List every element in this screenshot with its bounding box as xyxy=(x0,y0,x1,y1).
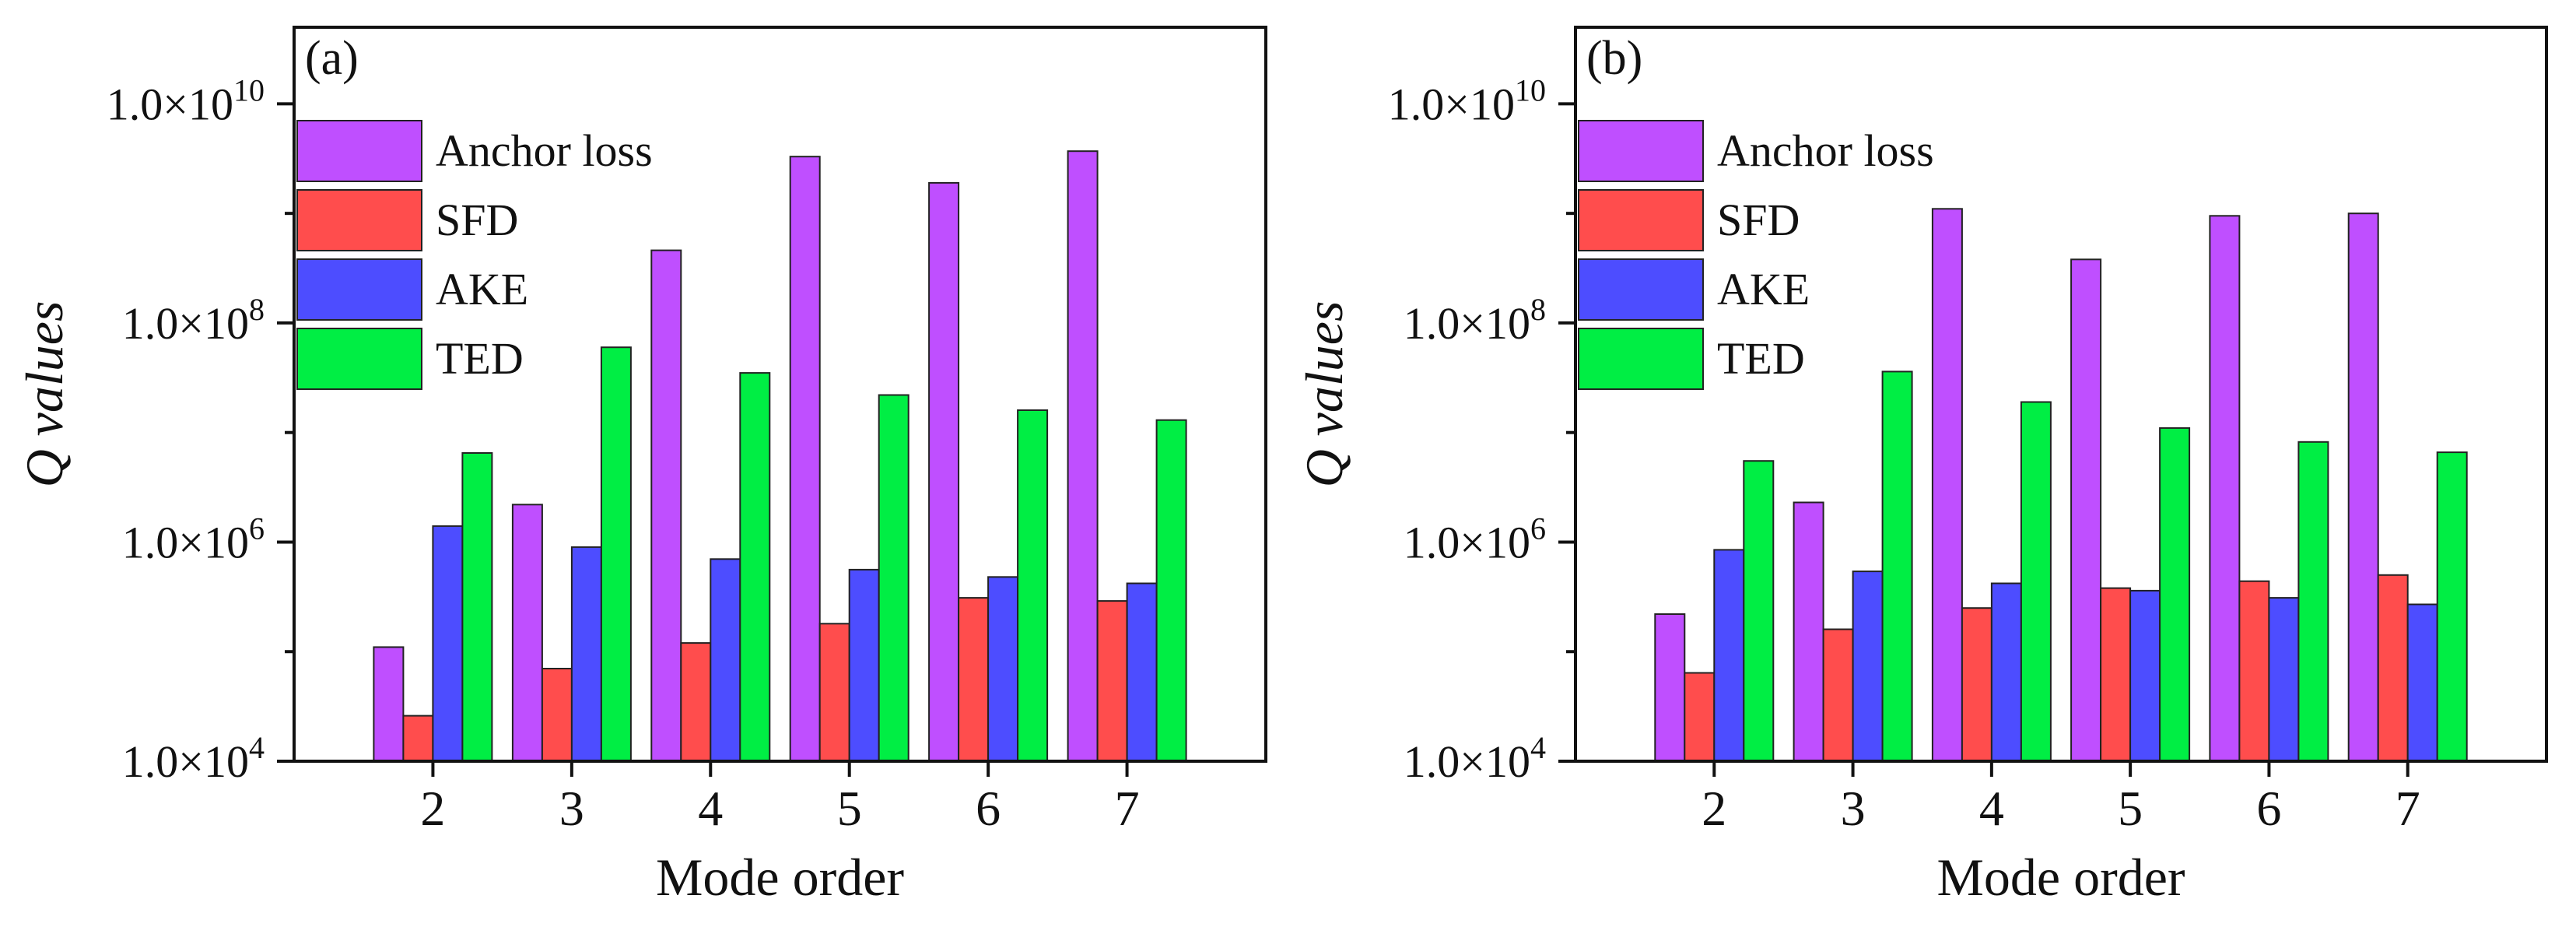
x-tick-label: 2 xyxy=(420,781,445,836)
bar-sfd-mode-5: SFD (mode 5): 180000 xyxy=(818,623,850,762)
legend-label-ted: TED xyxy=(436,333,524,384)
legend-swatch-sfd xyxy=(296,189,422,251)
legend-swatch-ake xyxy=(296,258,422,321)
x-tick-label: 7 xyxy=(2396,781,2420,836)
legend-label-ted: TED xyxy=(1717,333,1805,384)
y-axis-title: Q values xyxy=(1295,301,1354,488)
legend: Anchor loss SFD AKE TED xyxy=(1578,120,1934,390)
bar-ake-mode-3: AKE (mode 3): 540000 xyxy=(1852,571,1884,762)
bar-anchor-loss-mode-2: Anchor loss (mode 2): 110000 xyxy=(373,646,405,763)
bar-ted-mode-7: TED (mode 7): 6600000 xyxy=(2436,451,2468,762)
bar-ake-mode-2: AKE (mode 2): 850000 xyxy=(1713,549,1745,763)
legend-swatch-ted xyxy=(296,328,422,390)
legend-swatch-ake xyxy=(1578,258,1704,321)
bar-sfd-mode-6: SFD (mode 6): 310000 xyxy=(958,597,990,762)
y-tick-label: 1.0×1010 xyxy=(107,72,265,129)
bar-sfd-mode-3: SFD (mode 3): 160000 xyxy=(1822,628,1854,762)
bar-anchor-loss-mode-2: Anchor loss (mode 2): 220000 xyxy=(1654,613,1686,762)
bar-sfd-mode-7: SFD (mode 7): 500000 xyxy=(2377,574,2409,762)
bar-ted-mode-7: TED (mode 7): 13000000 xyxy=(1155,419,1187,762)
bar-ake-mode-4: AKE (mode 4): 700000 xyxy=(710,558,741,762)
legend-label-anchor-loss: Anchor loss xyxy=(1717,125,1934,176)
bar-ake-mode-7: AKE (mode 7): 270000 xyxy=(2406,603,2438,762)
bar-ake-mode-4: AKE (mode 4): 420000 xyxy=(1990,582,2022,762)
legend: Anchor loss SFD AKE TED xyxy=(296,120,653,390)
bar-sfd-mode-6: SFD (mode 6): 440000 xyxy=(2238,580,2270,763)
y-tick-label: 1.0×108 xyxy=(122,292,265,349)
bar-anchor-loss-mode-5: Anchor loss (mode 5): 3300000000 xyxy=(789,156,821,762)
bar-sfd-mode-5: SFD (mode 5): 380000 xyxy=(2100,587,2132,762)
bar-anchor-loss-mode-6: Anchor loss (mode 6): 950000000 xyxy=(2209,215,2241,762)
bar-ted-mode-6: TED (mode 6): 8200000 xyxy=(2297,441,2329,762)
bar-anchor-loss-mode-7: Anchor loss (mode 7): 1000000000 xyxy=(2347,212,2379,762)
bar-ted-mode-2: TED (mode 2): 6500000 xyxy=(461,452,493,762)
x-tick-label: 3 xyxy=(1841,781,1866,836)
legend-label-ake: AKE xyxy=(436,264,528,314)
bar-anchor-loss-mode-4: Anchor loss (mode 4): 460000000 xyxy=(650,249,682,763)
bar-anchor-loss-mode-6: Anchor loss (mode 6): 1900000000 xyxy=(928,181,960,762)
y-tick-label: 1.0×1010 xyxy=(1388,72,1546,129)
legend-label-sfd: SFD xyxy=(1717,195,1800,245)
y-axis-title: Q values xyxy=(15,301,74,488)
legend-swatch-sfd xyxy=(1578,189,1704,251)
bar-ted-mode-3: TED (mode 3): 36000000 xyxy=(1881,370,1913,762)
bar-sfd-mode-2: SFD (mode 2): 26000 xyxy=(402,715,434,762)
x-tick-label: 4 xyxy=(1979,781,2004,836)
x-tick-label: 6 xyxy=(2256,781,2281,836)
bar-sfd-mode-7: SFD (mode 7): 290000 xyxy=(1096,600,1128,762)
bar-ake-mode-2: AKE (mode 2): 1400000 xyxy=(432,525,464,763)
chart-panel-b: Anchor loss (mode 2): 220000 Anchor loss … xyxy=(1295,26,2548,907)
bar-ted-mode-6: TED (mode 6): 16000000 xyxy=(1017,409,1049,762)
bar-anchor-loss-mode-4: Anchor loss (mode 4): 1100000000 xyxy=(1931,208,1963,762)
legend-label-sfd: SFD xyxy=(436,195,518,245)
bar-ake-mode-3: AKE (mode 3): 900000 xyxy=(570,546,602,763)
bar-sfd-mode-4: SFD (mode 4): 120000 xyxy=(680,642,712,762)
bar-ted-mode-4: TED (mode 4): 19000000 xyxy=(2020,401,2052,762)
bar-anchor-loss-mode-7: Anchor loss (mode 7): 3700000000 xyxy=(1067,150,1099,762)
bar-sfd-mode-3: SFD (mode 3): 70000 xyxy=(541,668,573,762)
legend-swatch-anchor-loss xyxy=(1578,120,1704,182)
bar-ake-mode-7: AKE (mode 7): 420000 xyxy=(1126,582,1158,762)
bar-ake-mode-5: AKE (mode 5): 360000 xyxy=(2129,589,2161,763)
bar-ted-mode-5: TED (mode 5): 11000000 xyxy=(2159,427,2191,763)
x-tick-label: 7 xyxy=(1115,781,1140,836)
panel-label: (a) xyxy=(305,32,359,85)
plot-frame xyxy=(1574,26,2548,763)
x-tick-label: 2 xyxy=(1702,781,1726,836)
y-tick-label: 1.0×106 xyxy=(122,511,265,567)
x-tick-label: 4 xyxy=(698,781,723,836)
panel-label: (b) xyxy=(1586,32,1642,85)
bar-sfd-mode-2: SFD (mode 2): 64000 xyxy=(1684,672,1716,762)
x-tick-label: 5 xyxy=(2118,781,2143,836)
y-tick-label: 1.0×104 xyxy=(122,730,265,787)
x-tick-label: 3 xyxy=(559,781,584,836)
bar-anchor-loss-mode-3: Anchor loss (mode 3): 2300000 xyxy=(1793,501,1824,762)
x-tick-label: 6 xyxy=(976,781,1001,836)
bar-ake-mode-6: AKE (mode 6): 310000 xyxy=(2268,597,2300,762)
legend-label-ake: AKE xyxy=(1717,264,1810,314)
bar-ake-mode-5: AKE (mode 5): 560000 xyxy=(848,568,880,763)
bar-sfd-mode-4: SFD (mode 4): 250000 xyxy=(1961,607,1992,763)
legend-swatch-ted xyxy=(1578,328,1704,390)
y-tick-label: 1.0×108 xyxy=(1404,292,1546,349)
bar-ted-mode-3: TED (mode 3): 60000000 xyxy=(600,346,632,762)
y-tick-label: 1.0×106 xyxy=(1404,511,1546,567)
plot-frame xyxy=(293,26,1267,763)
chart-panel-a: Anchor loss (mode 2): 110000 Anchor loss … xyxy=(15,26,1267,907)
bar-anchor-loss-mode-3: Anchor loss (mode 3): 2200000 xyxy=(511,504,543,762)
legend-swatch-anchor-loss xyxy=(296,120,422,182)
x-axis-title: Mode order xyxy=(656,848,904,907)
legend-label-anchor-loss: Anchor loss xyxy=(436,125,653,176)
bar-anchor-loss-mode-5: Anchor loss (mode 5): 380000000 xyxy=(2070,258,2102,762)
x-tick-label: 5 xyxy=(837,781,862,836)
x-axis-title: Mode order xyxy=(1936,848,2185,907)
y-tick-label: 1.0×104 xyxy=(1404,730,1546,787)
bar-ake-mode-6: AKE (mode 6): 480000 xyxy=(987,576,1019,762)
bar-ted-mode-5: TED (mode 5): 22000000 xyxy=(878,394,909,762)
bar-ted-mode-4: TED (mode 4): 35000000 xyxy=(739,372,771,762)
bar-ted-mode-2: TED (mode 2): 5500000 xyxy=(1743,460,1775,762)
